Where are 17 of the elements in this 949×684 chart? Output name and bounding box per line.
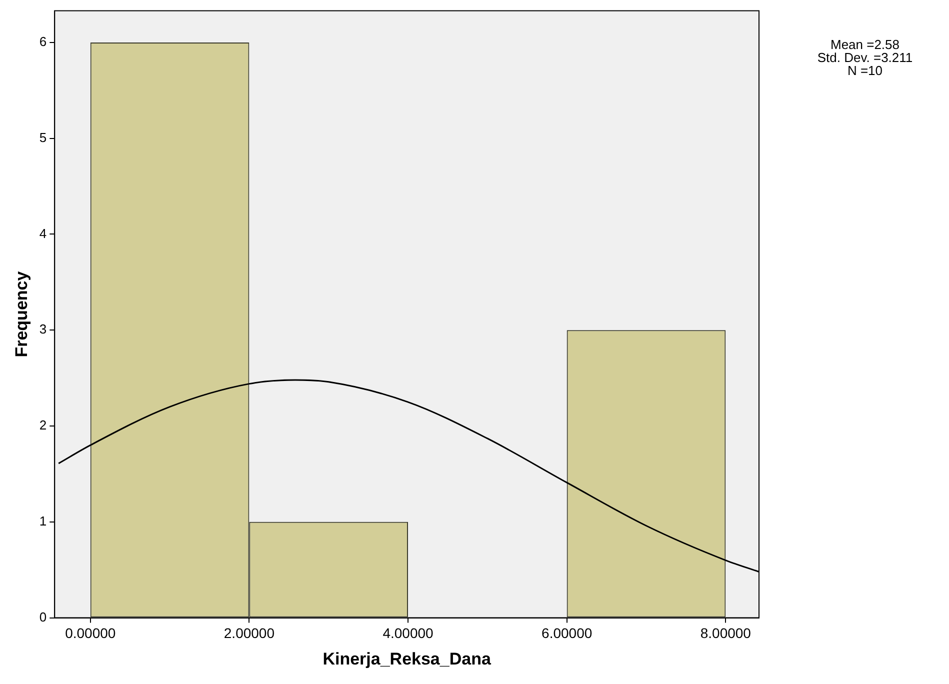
text: Mean =2.58 <box>829 37 901 52</box>
y-tick-label: 1 <box>39 513 47 528</box>
y-axis-title: Frequency <box>12 270 31 358</box>
text: N =10 <box>846 63 884 78</box>
x-tick-label: 8.00000 <box>700 625 752 642</box>
y-tick-label: 0 <box>39 609 47 624</box>
y-tick-label: 6 <box>39 34 47 50</box>
y-tick-label: 5 <box>39 130 47 145</box>
x-tick-label: 0.00000 <box>65 625 116 642</box>
x-axis-title: Kinerja_Reksa_Dana <box>322 649 492 668</box>
y-tick-label: 3 <box>39 322 47 337</box>
x-tick-label: 6.00000 <box>542 625 592 642</box>
text: Std. Dev. =3.211 <box>816 50 914 65</box>
x-tick-label: 4.00000 <box>382 625 434 642</box>
x-tick-label: 2.00000 <box>224 625 275 642</box>
y-tick-label: 2 <box>39 418 47 433</box>
y-tick-label: 4 <box>39 226 47 241</box>
